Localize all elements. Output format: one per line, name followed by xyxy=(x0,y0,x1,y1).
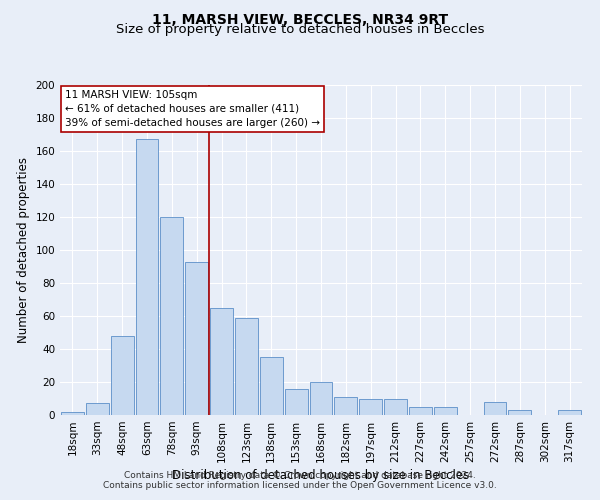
Text: Contains public sector information licensed under the Open Government Licence v3: Contains public sector information licen… xyxy=(103,481,497,490)
Bar xyxy=(384,398,407,415)
X-axis label: Distribution of detached houses by size in Beccles: Distribution of detached houses by size … xyxy=(172,469,470,482)
Bar xyxy=(484,402,506,415)
Bar xyxy=(310,382,332,415)
Bar xyxy=(558,410,581,415)
Text: Size of property relative to detached houses in Beccles: Size of property relative to detached ho… xyxy=(116,22,484,36)
Bar xyxy=(260,357,283,415)
Bar xyxy=(434,407,457,415)
Bar xyxy=(508,410,531,415)
Y-axis label: Number of detached properties: Number of detached properties xyxy=(17,157,30,343)
Bar xyxy=(136,140,158,415)
Bar xyxy=(334,397,357,415)
Bar xyxy=(160,217,183,415)
Bar xyxy=(185,262,208,415)
Bar xyxy=(235,318,258,415)
Bar xyxy=(111,336,134,415)
Bar xyxy=(285,388,308,415)
Bar xyxy=(359,398,382,415)
Bar xyxy=(210,308,233,415)
Text: Contains HM Land Registry data © Crown copyright and database right 2024.: Contains HM Land Registry data © Crown c… xyxy=(124,471,476,480)
Bar xyxy=(409,407,432,415)
Text: 11 MARSH VIEW: 105sqm
← 61% of detached houses are smaller (411)
39% of semi-det: 11 MARSH VIEW: 105sqm ← 61% of detached … xyxy=(65,90,320,128)
Bar xyxy=(61,412,84,415)
Text: 11, MARSH VIEW, BECCLES, NR34 9RT: 11, MARSH VIEW, BECCLES, NR34 9RT xyxy=(152,12,448,26)
Bar xyxy=(86,404,109,415)
